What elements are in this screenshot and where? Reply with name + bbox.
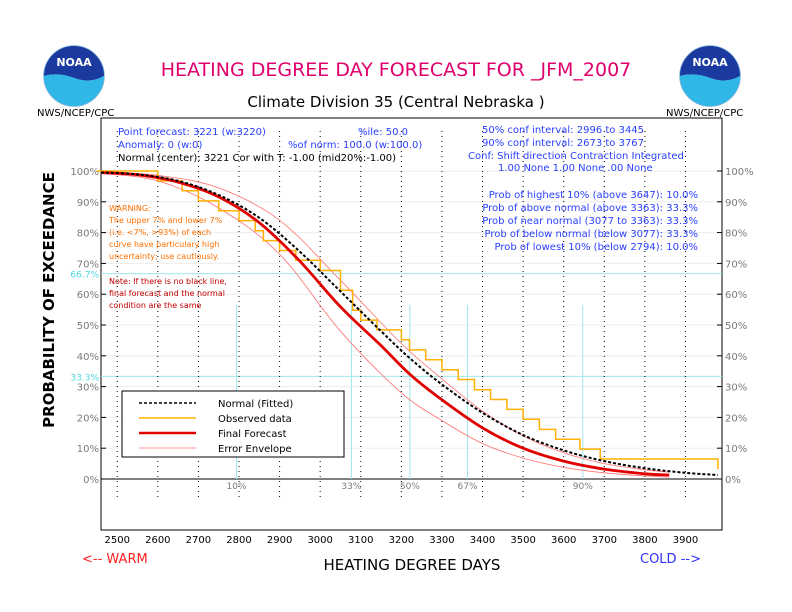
y-tick-label-right: 50%: [725, 321, 747, 332]
y-axis-title: PROBABILITY OF EXCEEDANCE: [40, 172, 58, 428]
logo-text-left: NOAA: [56, 56, 92, 69]
x-tick-label: 3700: [592, 535, 617, 546]
y-tick-label-right: 40%: [725, 352, 747, 363]
y-tick-label-right: 0%: [725, 475, 741, 486]
agency-right: NWS/NCEP/CPC: [666, 108, 743, 119]
warning-line: (i.e. <7%, >93%) of each: [109, 228, 211, 237]
x-tick-label: 3300: [429, 535, 454, 546]
x-tick-label: 2500: [105, 535, 130, 546]
y-tick-label-left: 20%: [77, 413, 99, 424]
y-tick-label-right: 70%: [725, 259, 747, 270]
y-tick-label-left: 40%: [77, 352, 99, 363]
legend-box: [121, 390, 345, 458]
grid: [101, 131, 722, 500]
y-tick-label-left: 60%: [77, 290, 99, 301]
prob-below-normal: Prob of below normal (below 3077): 33.3%: [484, 229, 698, 240]
y-tick-label-left: 10%: [77, 444, 99, 455]
warning-title: WARNING:: [109, 204, 151, 213]
conf90-text: 90% conf interval: 2673 to 3767: [482, 138, 644, 149]
cold-label: COLD -->: [640, 552, 701, 567]
plot-frame: [100, 117, 723, 531]
percentile-label: 33%: [341, 482, 361, 492]
series-normal-fitted: [100, 171, 718, 476]
prob-above-normal: Prob of above normal (above 3363): 33.3%: [482, 203, 698, 214]
probability-block: Prob of highest 10% (above 3647): 10.0% …: [482, 190, 698, 253]
pctile-text: %ile: 50.0: [358, 127, 408, 138]
y-tick-label-right: 10%: [725, 444, 747, 455]
x-tick-label: 3500: [510, 535, 535, 546]
x-tick-label: 3000: [307, 535, 332, 546]
y-tick-label-left: 50%: [77, 321, 99, 332]
conf-values-text: 1.00 None 1.00 None .00 None: [498, 163, 653, 174]
percentile-label: 90%: [573, 482, 593, 492]
x-tick-label: 2800: [226, 535, 251, 546]
x-tick-label: 3800: [632, 535, 657, 546]
special-y-label: 33.3%: [70, 373, 99, 383]
series-observed: [96, 170, 719, 470]
anomaly-text: Anomaly: 0 (w:0): [118, 140, 202, 151]
warning-line: curve have particulary high: [109, 240, 219, 249]
point-forecast-text: Point forecast: 3221 (w:3220): [118, 127, 266, 138]
chart-title: HEATING DEGREE DAY FORECAST FOR _JFM_200…: [161, 59, 632, 81]
x-tick-label: 3600: [551, 535, 576, 546]
percentile-label: 10%: [227, 482, 247, 492]
chart-subtitle: Climate Division 35 (Central Nebraska ): [247, 93, 544, 111]
special-y-label: 66.7%: [70, 271, 99, 281]
series-final-forecast: [100, 171, 670, 477]
pct-norm-text: %of norm: 100.0 (w:100.0): [288, 140, 422, 151]
series: [96, 170, 719, 478]
x-tick-label: 2700: [186, 535, 211, 546]
percentile-label: 50%: [400, 482, 420, 492]
y-tick-label-left: 70%: [77, 259, 99, 270]
noaa-logo-right: NOAA: [679, 45, 741, 107]
y-tick-label-left: 80%: [77, 229, 99, 240]
y-tick-label-left: 100%: [70, 167, 99, 178]
y-tick-label-left: 0%: [83, 475, 99, 486]
noaa-logo-left: NOAA: [43, 45, 105, 107]
y-tick-label-right: 100%: [725, 167, 754, 178]
warning-block: WARNING: The upper 7% and lower 7% (i.e.…: [108, 204, 227, 310]
x-axis-title: HEATING DEGREE DAYS: [324, 556, 501, 574]
logo-text-right: NOAA: [692, 56, 728, 69]
note-line: final forecast and the normal: [109, 289, 225, 298]
y-tick-label-right: 80%: [725, 229, 747, 240]
series-envelope-upper: [100, 171, 670, 473]
y-tick-label-right: 90%: [725, 198, 747, 209]
x-tick-label: 2600: [145, 535, 170, 546]
legend-label: Normal (Fitted): [218, 399, 293, 410]
warning-line: The upper 7% and lower 7%: [108, 216, 223, 225]
legend-label: Final Forecast: [218, 429, 287, 440]
prob-lowest-10: Prob of lowest 10% (below 2794): 10.0%: [495, 242, 698, 253]
warm-label: <-- WARM: [82, 552, 148, 567]
tick-labels: 0% 0% 10% 10% 20% 20% 30% 30% 40% 40% 50% 50% 60% 60%…: [70, 167, 753, 546]
agency-left: NWS/NCEP/CPC: [37, 108, 114, 119]
normal-center-text: Normal (center): 3221 Cor with T: -1.00 …: [118, 153, 396, 164]
warning-line: uncertainty; use cautiously.: [109, 252, 219, 261]
legend-label: Observed data: [218, 414, 292, 425]
y-tick-label-right: 20%: [725, 413, 747, 424]
y-tick-label-right: 60%: [725, 290, 747, 301]
y-tick-label-left: 90%: [77, 198, 99, 209]
info-block: Point forecast: 3221 (w:3220) Anomaly: 0…: [118, 125, 684, 174]
x-tick-label: 3400: [470, 535, 495, 546]
percentile-label: 67%: [458, 482, 478, 492]
x-tick-label: 3100: [348, 535, 373, 546]
prob-near-normal: Prob of near normal (3077 to 3363): 33.3…: [482, 216, 698, 227]
x-tick-label: 2900: [267, 535, 292, 546]
prob-highest-10: Prob of highest 10% (above 3647): 10.0%: [489, 190, 698, 201]
y-tick-label-left: 30%: [77, 383, 99, 394]
legend-label: Error Envelope: [218, 444, 292, 455]
x-tick-label: 3200: [389, 535, 414, 546]
x-tick-label: 3900: [673, 535, 698, 546]
conf50-text: 50% conf interval: 2996 to 3445: [482, 125, 644, 136]
y-tick-label-right: 30%: [725, 383, 747, 394]
note-line: condition are the same: [109, 301, 202, 310]
legend: Normal (Fitted) Observed data Final Fore…: [121, 390, 345, 458]
conf-header-text: Conf: Shift direction Contraction Integr…: [468, 151, 684, 162]
note-line: Note: If there is no black line,: [109, 277, 227, 286]
